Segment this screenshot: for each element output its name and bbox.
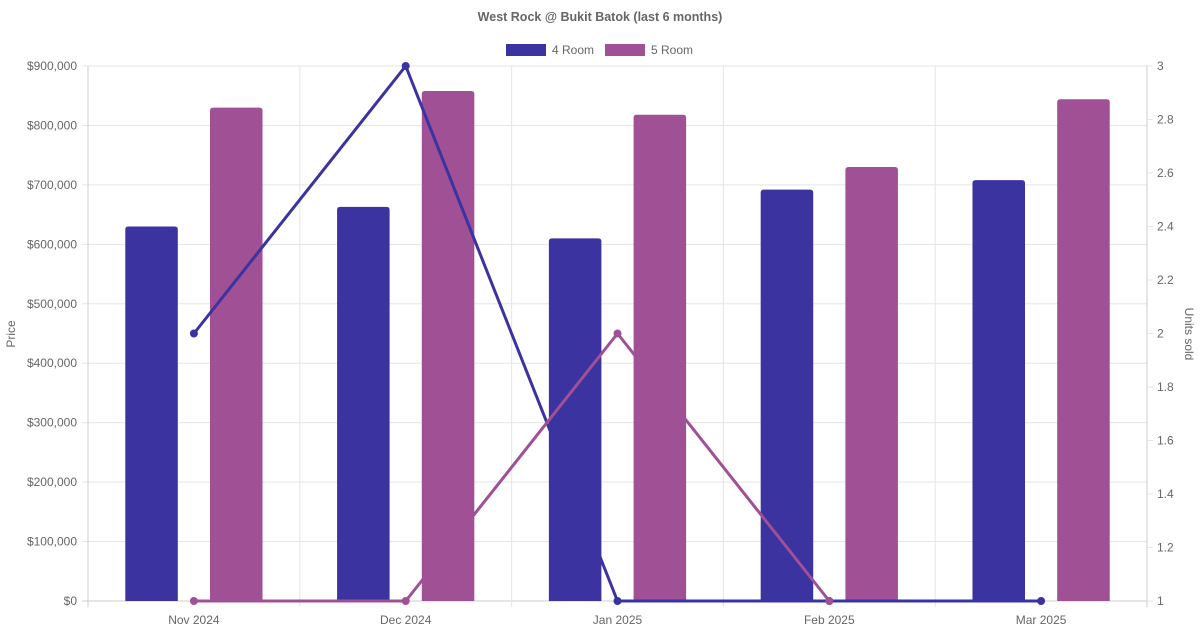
y-left-tick-label: $400,000 (27, 356, 77, 370)
y-left-tick-label: $700,000 (27, 178, 77, 192)
y-right-tick-label: 2 (1157, 327, 1164, 341)
y-right-tick-label: 2.6 (1157, 166, 1174, 180)
lines (189, 62, 1046, 605)
y-right-tick-label: 2.4 (1157, 220, 1174, 234)
point-units-sold-5-room-jan-2025[interactable] (613, 329, 622, 338)
y-right-tick-label: 1.6 (1157, 434, 1174, 448)
y-right-tick-label: 1.8 (1157, 380, 1174, 394)
y-axis-right-title: Units sold (1182, 308, 1196, 361)
point-units-sold-5-room-nov-2024[interactable] (189, 597, 198, 605)
bar-4-room-jan-2025[interactable] (548, 238, 602, 601)
point-units-sold-4-room-dec-2024[interactable] (401, 62, 410, 70)
y-left-tick-label: $900,000 (27, 59, 77, 73)
bar-5-room-mar-2025[interactable] (1057, 99, 1110, 602)
y-left-tick-label: $0 (64, 594, 78, 608)
x-tick-label: Mar 2025 (1016, 613, 1067, 627)
legend-swatch-4-room[interactable] (506, 44, 546, 56)
y-left-tick-label: $100,000 (27, 535, 77, 549)
legend-label-4-room[interactable]: 4 Room (552, 43, 594, 57)
x-axis: Nov 2024 Dec 2024 Jan 2025 Feb 2025 Mar 2025 (168, 613, 1067, 627)
x-tick-label: Feb 2025 (804, 613, 855, 627)
bar-5-room-nov-2024[interactable] (209, 107, 263, 601)
y-axis-right: 1 1.2 1.4 1.6 1.8 2 2.2 2.4 2.6 2.8 3 (1147, 59, 1174, 608)
y-right-tick-label: 2.2 (1157, 273, 1174, 287)
point-units-sold-5-room-dec-2024[interactable] (401, 597, 410, 605)
bar-4-room-nov-2024[interactable] (125, 226, 178, 602)
y-axis-left: $0 $100,000 $200,000 $300,000 $400,000 $500,0… (27, 59, 77, 608)
y-right-tick-label: 1.2 (1157, 541, 1174, 555)
x-tick-label: Jan 2025 (593, 613, 643, 627)
point-units-sold-4-room-nov-2024[interactable] (189, 329, 198, 338)
y-right-tick-label: 1.4 (1157, 487, 1174, 501)
y-right-tick-label: 1 (1157, 594, 1164, 608)
y-left-tick-label: $200,000 (27, 475, 77, 489)
bars (125, 90, 1110, 602)
legend[interactable]: 4 Room 5 Room (506, 43, 693, 57)
y-right-tick-label: 2.8 (1157, 113, 1174, 127)
y-right-tick-label: 3 (1157, 59, 1164, 73)
bar-4-room-mar-2025[interactable] (972, 180, 1026, 601)
chart-title: West Rock @ Bukit Batok (last 6 months) (478, 10, 723, 24)
bar-5-room-dec-2024[interactable] (421, 90, 475, 601)
point-units-sold-4-room-jan-2025[interactable] (613, 597, 622, 605)
y-left-tick-label: $300,000 (27, 416, 77, 430)
bar-5-room-jan-2025[interactable] (633, 114, 687, 601)
x-tick-label: Nov 2024 (168, 613, 220, 627)
y-left-tick-label: $800,000 (27, 118, 77, 132)
bar-4-room-dec-2024[interactable] (337, 206, 390, 601)
y-left-tick-label: $600,000 (27, 237, 77, 251)
x-tick-label: Dec 2024 (380, 613, 432, 627)
line-units-sold-5-room (193, 332, 831, 603)
legend-swatch-5-room[interactable] (605, 44, 645, 56)
legend-label-5-room[interactable]: 5 Room (651, 43, 693, 57)
point-units-sold-5-room-feb-2025[interactable] (825, 597, 834, 605)
y-axis-left-title: Price (4, 320, 18, 348)
y-left-tick-label: $500,000 (27, 297, 77, 311)
point-units-sold-4-room-mar-2025[interactable] (1037, 597, 1046, 605)
bar-5-room-feb-2025[interactable] (845, 167, 898, 602)
bar-4-room-feb-2025[interactable] (760, 189, 814, 601)
